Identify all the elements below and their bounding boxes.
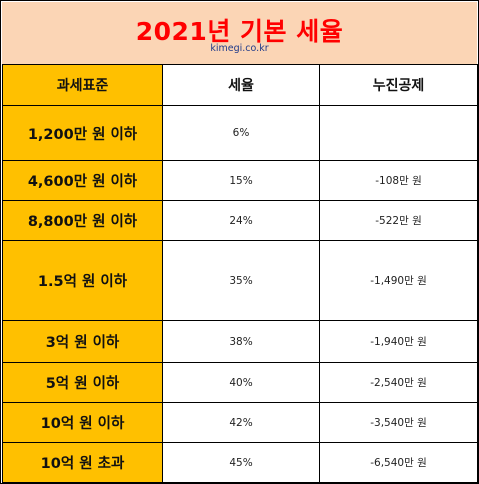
table-header-row: 과세표준 세율 누진공제 bbox=[2, 64, 478, 106]
deduction-cell bbox=[319, 105, 478, 161]
tax-rate-table: 과세표준 세율 누진공제 1,200만 원 이하 6% 4,600만 원 이하 … bbox=[2, 64, 478, 483]
column-header-deduction: 누진공제 bbox=[319, 64, 478, 106]
tax-base-cell: 10억 원 초과 bbox=[2, 442, 163, 483]
deduction-cell: -108만 원 bbox=[319, 160, 478, 201]
tax-base-cell: 10억 원 이하 bbox=[2, 402, 163, 443]
table-row: 10억 원 초과 45% -6,540만 원 bbox=[2, 442, 478, 483]
table-row: 4,600만 원 이하 15% -108만 원 bbox=[2, 160, 478, 201]
tax-base-cell: 8,800만 원 이하 bbox=[2, 200, 163, 241]
table-row: 8,800만 원 이하 24% -522만 원 bbox=[2, 200, 478, 241]
deduction-cell: -1,940만 원 bbox=[319, 320, 478, 363]
deduction-cell: -3,540만 원 bbox=[319, 402, 478, 443]
tax-base-cell: 4,600만 원 이하 bbox=[2, 160, 163, 201]
title-band: 2021년 기본 세율 kimegi.co.kr bbox=[2, 2, 477, 64]
table-row: 1,200만 원 이하 6% bbox=[2, 105, 478, 161]
column-header-rate: 세율 bbox=[162, 64, 320, 106]
tax-base-cell: 5억 원 이하 bbox=[2, 362, 163, 403]
deduction-cell: -2,540만 원 bbox=[319, 362, 478, 403]
page-title: 2021년 기본 세율 bbox=[135, 17, 344, 46]
rate-cell: 45% bbox=[162, 442, 320, 483]
table-row: 5억 원 이하 40% -2,540만 원 bbox=[2, 362, 478, 403]
tax-base-cell: 3억 원 이하 bbox=[2, 320, 163, 363]
table-row: 10억 원 이하 42% -3,540만 원 bbox=[2, 402, 478, 443]
rate-cell: 6% bbox=[162, 105, 320, 161]
rate-cell: 24% bbox=[162, 200, 320, 241]
rate-cell: 15% bbox=[162, 160, 320, 201]
rate-cell: 42% bbox=[162, 402, 320, 443]
rate-cell: 38% bbox=[162, 320, 320, 363]
deduction-cell: -6,540만 원 bbox=[319, 442, 478, 483]
table-row: 1.5억 원 이하 35% -1,490만 원 bbox=[2, 240, 478, 321]
column-header-tax-base: 과세표준 bbox=[2, 64, 163, 106]
rate-cell: 40% bbox=[162, 362, 320, 403]
rate-cell: 35% bbox=[162, 240, 320, 321]
table-row: 3억 원 이하 38% -1,940만 원 bbox=[2, 320, 478, 363]
deduction-cell: -1,490만 원 bbox=[319, 240, 478, 321]
tax-base-cell: 1,200만 원 이하 bbox=[2, 105, 163, 161]
tax-base-cell: 1.5억 원 이하 bbox=[2, 240, 163, 321]
source-caption: kimegi.co.kr bbox=[210, 43, 269, 54]
deduction-cell: -522만 원 bbox=[319, 200, 478, 241]
